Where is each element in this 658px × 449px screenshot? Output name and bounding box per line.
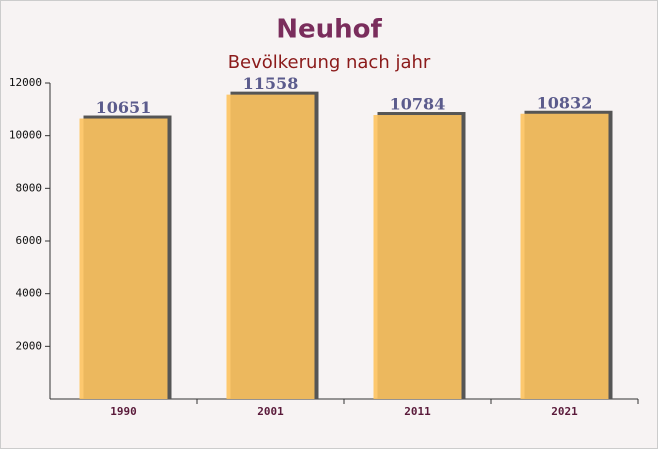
value-label: 10651	[96, 98, 152, 117]
bar	[79, 118, 168, 399]
y-tick-label: 2000	[16, 339, 43, 352]
x-tick-label: 2001	[257, 405, 284, 418]
y-tick-label: 12000	[9, 76, 42, 89]
x-tick-label: 2021	[551, 405, 578, 418]
x-tick-label: 1990	[110, 405, 137, 418]
y-tick-label: 8000	[16, 181, 43, 194]
x-tick-label: 2011	[404, 405, 431, 418]
value-label: 10832	[537, 93, 593, 112]
chart-subtitle: Bevölkerung nach jahr	[228, 52, 431, 73]
bar	[373, 115, 462, 399]
value-label: 10784	[390, 95, 446, 114]
y-tick-label: 10000	[9, 129, 42, 142]
value-label: 11558	[243, 74, 299, 93]
bar	[520, 113, 609, 400]
y-tick-label: 6000	[16, 234, 43, 247]
y-tick-label: 4000	[16, 287, 43, 300]
bar	[226, 94, 315, 399]
chart-title: Neuhof	[276, 15, 382, 45]
